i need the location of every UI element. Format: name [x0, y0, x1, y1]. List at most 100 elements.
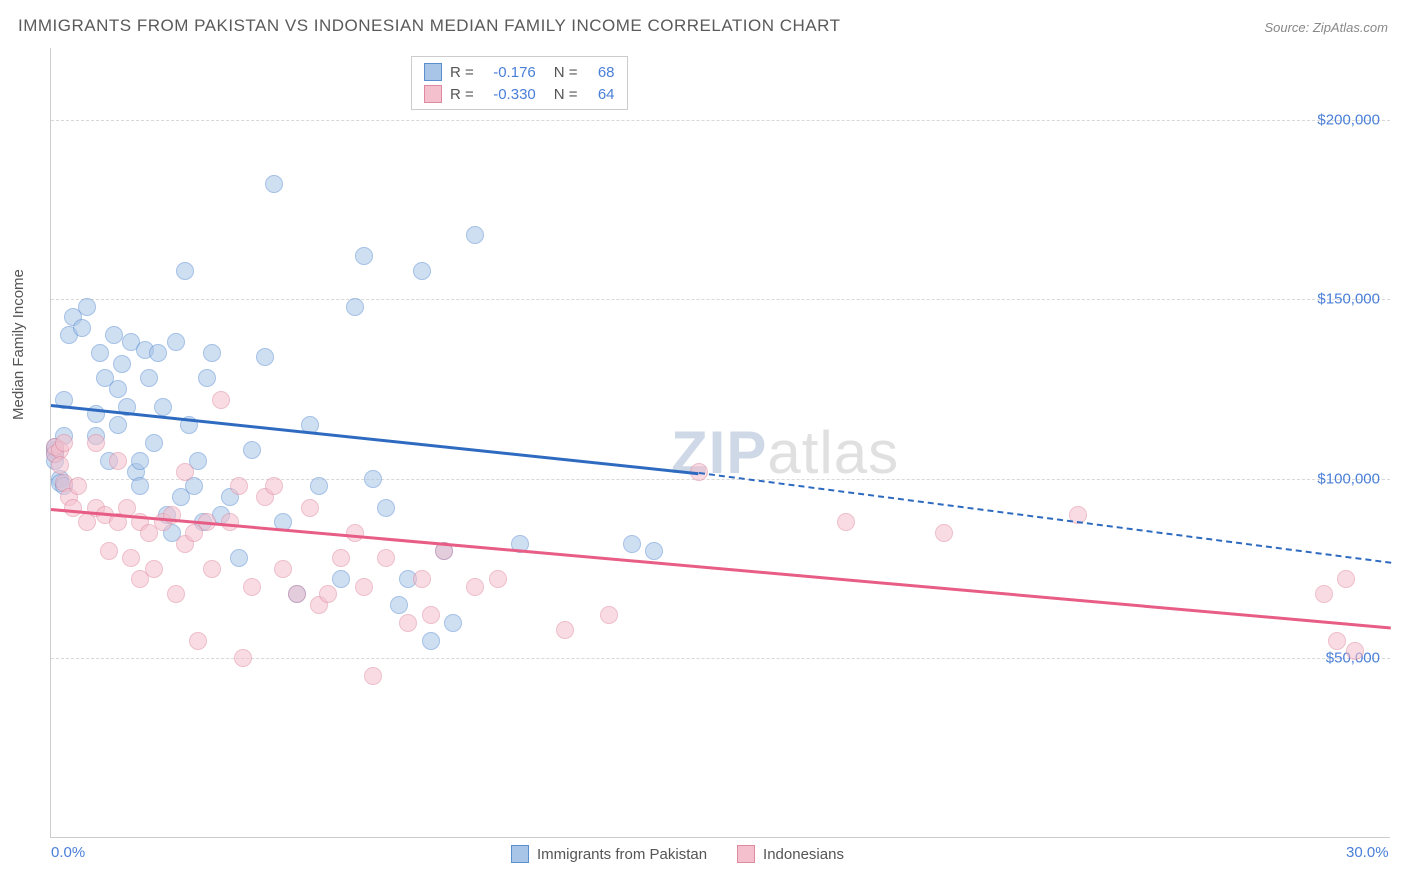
scatter-point	[332, 570, 350, 588]
legend-swatch-1	[424, 85, 442, 103]
scatter-point	[364, 470, 382, 488]
scatter-point	[145, 434, 163, 452]
legend-swatch-b0	[511, 845, 529, 863]
scatter-point	[109, 452, 127, 470]
scatter-point	[100, 542, 118, 560]
legend-series-item-1: Indonesians	[737, 845, 844, 863]
scatter-point	[243, 441, 261, 459]
scatter-point	[78, 298, 96, 316]
legend-series-item-0: Immigrants from Pakistan	[511, 845, 707, 863]
scatter-point	[131, 452, 149, 470]
ytick-label: $100,000	[1317, 470, 1380, 487]
scatter-point	[265, 175, 283, 193]
scatter-point	[1337, 570, 1355, 588]
scatter-point	[645, 542, 663, 560]
scatter-point	[332, 549, 350, 567]
gridline	[51, 299, 1390, 300]
scatter-point	[154, 398, 172, 416]
scatter-point	[390, 596, 408, 614]
scatter-point	[167, 585, 185, 603]
gridline	[51, 479, 1390, 480]
scatter-point	[422, 632, 440, 650]
scatter-point	[109, 416, 127, 434]
source-label: Source: ZipAtlas.com	[1264, 20, 1388, 35]
scatter-point	[377, 549, 395, 567]
scatter-point	[176, 262, 194, 280]
scatter-point	[556, 621, 574, 639]
legend-stats-row-0: R = -0.176 N = 68	[424, 61, 615, 83]
scatter-point	[413, 570, 431, 588]
scatter-point	[105, 326, 123, 344]
legend-stats-row-1: R = -0.330 N = 64	[424, 83, 615, 105]
scatter-point	[364, 667, 382, 685]
scatter-point	[346, 524, 364, 542]
legend-stats: R = -0.176 N = 68 R = -0.330 N = 64	[411, 56, 628, 110]
scatter-point	[265, 477, 283, 495]
scatter-point	[167, 333, 185, 351]
scatter-point	[274, 560, 292, 578]
scatter-point	[113, 355, 131, 373]
y-axis-label: Median Family Income	[10, 269, 27, 420]
scatter-point	[301, 499, 319, 517]
scatter-point	[319, 585, 337, 603]
scatter-point	[69, 477, 87, 495]
scatter-point	[422, 606, 440, 624]
scatter-point	[212, 391, 230, 409]
legend-series: Immigrants from Pakistan Indonesians	[511, 845, 844, 863]
scatter-point	[145, 560, 163, 578]
scatter-point	[837, 513, 855, 531]
scatter-point	[466, 226, 484, 244]
scatter-point	[1328, 632, 1346, 650]
scatter-point	[203, 560, 221, 578]
scatter-point	[1346, 642, 1364, 660]
gridline	[51, 120, 1390, 121]
chart-title: IMMIGRANTS FROM PAKISTAN VS INDONESIAN M…	[18, 16, 840, 36]
legend-swatch-b1	[737, 845, 755, 863]
ytick-label: $150,000	[1317, 291, 1380, 308]
scatter-point	[413, 262, 431, 280]
scatter-point	[176, 463, 194, 481]
scatter-point	[55, 434, 73, 452]
scatter-point	[87, 434, 105, 452]
scatter-point	[355, 578, 373, 596]
scatter-point	[399, 614, 417, 632]
chart-container: IMMIGRANTS FROM PAKISTAN VS INDONESIAN M…	[0, 0, 1406, 892]
scatter-point	[122, 549, 140, 567]
scatter-point	[355, 247, 373, 265]
scatter-point	[221, 513, 239, 531]
scatter-point	[230, 549, 248, 567]
scatter-point	[623, 535, 641, 553]
scatter-point	[234, 649, 252, 667]
scatter-point	[346, 298, 364, 316]
legend-swatch-0	[424, 63, 442, 81]
trend-line	[51, 508, 1391, 629]
scatter-point	[256, 348, 274, 366]
xtick-label: 0.0%	[51, 844, 85, 861]
scatter-point	[466, 578, 484, 596]
scatter-point	[189, 632, 207, 650]
scatter-point	[109, 380, 127, 398]
scatter-point	[140, 369, 158, 387]
ytick-label: $200,000	[1317, 111, 1380, 128]
scatter-point	[600, 606, 618, 624]
xtick-label: 30.0%	[1346, 844, 1389, 861]
scatter-point	[203, 344, 221, 362]
scatter-point	[64, 499, 82, 517]
plot-area: ZIPatlas R = -0.176 N = 68 R = -0.330 N …	[50, 48, 1390, 838]
scatter-point	[377, 499, 395, 517]
scatter-point	[310, 477, 328, 495]
trend-line-dashed	[699, 472, 1392, 564]
scatter-point	[73, 319, 91, 337]
scatter-point	[243, 578, 261, 596]
scatter-point	[288, 585, 306, 603]
scatter-point	[131, 477, 149, 495]
scatter-point	[51, 456, 69, 474]
scatter-point	[91, 344, 109, 362]
scatter-point	[444, 614, 462, 632]
scatter-point	[1315, 585, 1333, 603]
scatter-point	[149, 344, 167, 362]
scatter-point	[489, 570, 507, 588]
scatter-point	[935, 524, 953, 542]
scatter-point	[230, 477, 248, 495]
scatter-point	[198, 369, 216, 387]
